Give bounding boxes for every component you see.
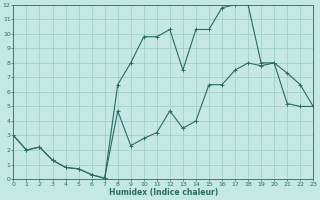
X-axis label: Humidex (Indice chaleur): Humidex (Indice chaleur) — [109, 188, 218, 197]
